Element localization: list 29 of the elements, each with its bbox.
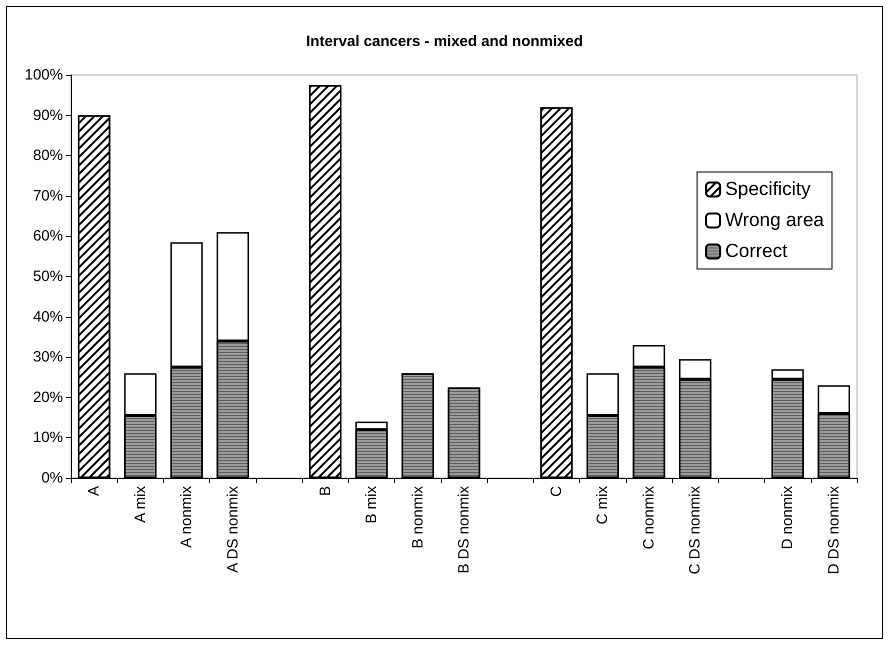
- y-tick-label: 40%: [32, 308, 63, 326]
- y-tick-label: 50%: [32, 268, 63, 285]
- y-tick-label: 90%: [32, 106, 63, 124]
- y-tick-label: 70%: [32, 187, 63, 204]
- x-tick-label: A mix: [132, 486, 149, 523]
- x-tick-label: C mix: [594, 486, 612, 524]
- x-tick-label: B DS nonmix: [456, 486, 472, 574]
- x-tick-label: B nonmix: [409, 486, 426, 549]
- x-tick-label: A: [86, 486, 103, 496]
- x-tick-label: B: [316, 486, 334, 496]
- x-tick-label: C DS nonmix: [686, 486, 704, 574]
- y-tick-label: 80%: [32, 147, 63, 164]
- x-tick-label: A nonmix: [178, 486, 196, 548]
- chart-title: Interval cancers - mixed and nonmixed: [306, 33, 583, 50]
- legend-label: Wrong area: [725, 210, 824, 231]
- x-tick-label: C nonmix: [640, 486, 658, 550]
- x-tick-label: B mix: [363, 486, 380, 524]
- legend-label: Specificity: [725, 179, 812, 200]
- x-tick-label: A DS nonmix: [224, 486, 242, 573]
- y-tick-label: 20%: [32, 388, 63, 406]
- y-tick-label: 100%: [24, 66, 63, 84]
- x-tick-label: D DS nonmix: [825, 486, 842, 574]
- x-tick-label: C: [548, 486, 565, 497]
- y-tick-label: 10%: [32, 429, 63, 446]
- legend-label: Correct: [725, 241, 788, 262]
- y-tick-label: 30%: [32, 348, 63, 366]
- y-tick-label: 0%: [41, 470, 63, 486]
- y-tick-label: 60%: [32, 228, 63, 245]
- x-tick-label: D nonmix: [779, 486, 796, 550]
